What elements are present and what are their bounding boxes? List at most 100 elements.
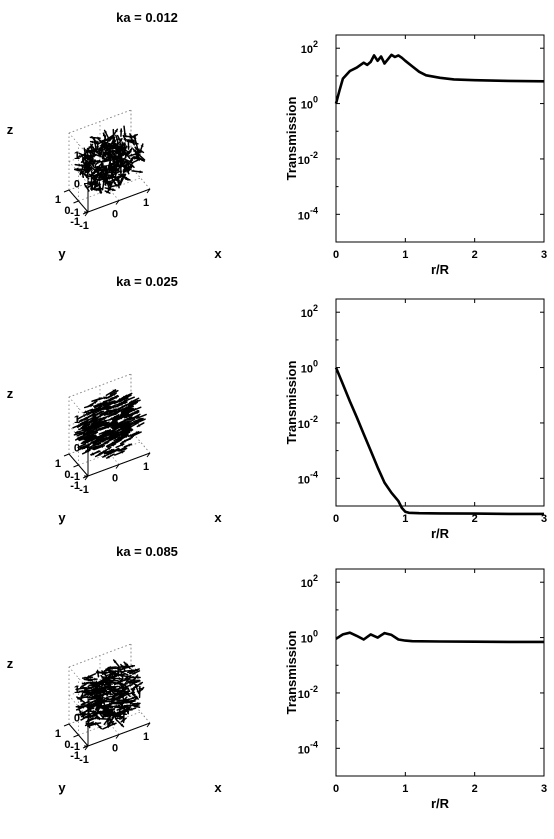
vector-arrow-head <box>126 431 130 435</box>
vector-arrow-head <box>95 435 99 439</box>
x-tick-label: 2 <box>472 513 478 525</box>
y-tick-label: 0 <box>64 739 70 751</box>
y-tick-exponent: 2 <box>313 39 318 49</box>
vector-arrow-head <box>85 429 89 432</box>
vector-arrow-head <box>128 700 132 704</box>
x-tick <box>146 452 151 458</box>
y-tick-label: -1 <box>70 480 80 492</box>
y-tick <box>73 200 79 204</box>
vector-arrow-head <box>101 670 105 674</box>
vector-arrow-head <box>93 179 97 183</box>
vector-arrow-head <box>97 717 101 721</box>
vector-arrow-head <box>84 431 88 435</box>
vector-arrow-head <box>114 171 118 175</box>
x-tick-label: 1 <box>402 249 408 261</box>
vector-arrow-head <box>137 675 141 680</box>
y-tick-label: 1 <box>55 728 61 740</box>
vector-arrow-head <box>140 687 144 691</box>
vector-arrow-head <box>131 664 135 668</box>
vector-arrow-head <box>105 141 109 145</box>
vector-arrow-head <box>113 436 117 440</box>
vector-arrow-head <box>90 452 94 456</box>
vector-arrow-head <box>89 174 93 178</box>
vector-arrow-head <box>126 710 130 714</box>
vector-arrow-head <box>128 416 132 420</box>
vector-arrow-head <box>101 407 105 411</box>
vector-arrow-head <box>94 166 98 170</box>
vector-arrow-head <box>129 404 133 408</box>
vector-arrow-head <box>107 188 111 192</box>
vector-arrow-head <box>94 188 97 192</box>
y-axis-label: Transmission <box>284 97 299 181</box>
vector-arrow-head <box>140 418 144 421</box>
vector-arrow-head <box>88 414 92 418</box>
y-tick-base: 10 <box>301 100 313 112</box>
vector-arrow-head <box>84 184 88 188</box>
vector-arrow-head <box>124 404 129 407</box>
vector-arrow-head <box>110 448 114 452</box>
vector-arrow-head <box>104 168 108 172</box>
vector-arrow-head <box>110 705 114 709</box>
vector-arrow-head <box>134 141 139 145</box>
y-tick-exponent: -2 <box>310 150 318 160</box>
vector-arrow-head <box>102 133 106 137</box>
vector-arrow-head <box>115 143 119 147</box>
vector-arrow-head <box>83 164 87 168</box>
vector-arrow-head <box>120 177 124 181</box>
vector-arrow-head <box>94 169 98 173</box>
vector-arrow-head <box>113 660 117 664</box>
vector-arrow-head <box>115 669 118 673</box>
vector-arrow-head <box>100 704 104 708</box>
vector-arrow-head <box>131 668 134 673</box>
x-tick-label: 1 <box>402 513 408 525</box>
vector-arrow-head <box>117 698 120 703</box>
vector-arrow-head <box>113 182 117 186</box>
y-tick-base: 10 <box>298 744 310 756</box>
y-tick-exponent: -2 <box>310 684 318 694</box>
vector-arrow-head <box>122 439 126 443</box>
vector-arrow-head <box>114 390 118 394</box>
vector-arrow-head <box>114 155 118 159</box>
vector-arrow-head <box>80 693 84 697</box>
vector-arrow-head <box>104 682 108 686</box>
vector-arrow-head <box>120 674 123 678</box>
gridline <box>68 109 132 134</box>
vector-arrow-head <box>87 445 91 449</box>
vector-arrow-head <box>119 679 123 683</box>
vector-arrow-head <box>98 139 102 143</box>
vector-arrow-head <box>107 677 111 681</box>
vector-arrow-head <box>107 181 111 185</box>
vector-arrow-head <box>83 410 87 414</box>
vector-arrow-head <box>131 696 135 700</box>
y-tick-base: 10 <box>298 689 310 701</box>
y-tick-base: 10 <box>298 210 310 222</box>
vector-arrow-head <box>91 412 95 415</box>
x-tick <box>146 188 151 194</box>
vector-arrow-head <box>104 688 108 692</box>
vector-arrow-head <box>116 150 121 153</box>
z-tick-label: 1 <box>74 684 80 696</box>
vector-arrow-head <box>103 175 107 179</box>
vector-arrow-head <box>102 406 106 410</box>
vector-arrow-head <box>87 423 91 427</box>
vector-arrow-head <box>88 146 92 149</box>
vector-arrow-head <box>78 154 82 158</box>
y-tick <box>63 189 70 193</box>
y-tick <box>73 734 79 738</box>
vector-arrow-head <box>113 393 117 396</box>
vector-arrow-head <box>92 154 96 158</box>
vector-arrow-head <box>80 689 83 693</box>
vector-arrow-head <box>125 664 129 668</box>
vector-arrow-head <box>111 716 115 720</box>
vector-arrow-head <box>120 716 124 720</box>
gridline <box>68 161 89 184</box>
x-tick-label: -1 <box>79 484 89 496</box>
vector-arrow-head <box>118 677 122 681</box>
vector-arrow-head <box>86 449 90 453</box>
vector-arrow-head <box>107 447 111 451</box>
vector-arrow-head <box>130 164 135 168</box>
vector-arrow-head <box>93 703 97 707</box>
vector-arrow-head <box>76 704 79 709</box>
vector-arrow-head <box>108 705 112 709</box>
